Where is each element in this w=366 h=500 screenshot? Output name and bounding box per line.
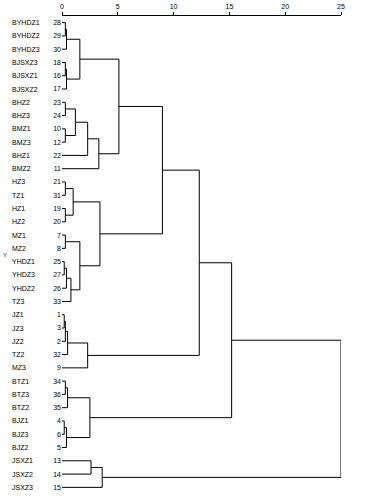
svg-text:JSXZ3: JSXZ3 (12, 484, 33, 491)
svg-text:35: 35 (53, 404, 61, 411)
svg-text:BMZ2: BMZ2 (12, 165, 31, 172)
svg-text:BJZ1: BJZ1 (12, 417, 28, 424)
svg-text:3: 3 (57, 324, 61, 331)
svg-text:BHZ2: BHZ2 (12, 99, 30, 106)
svg-text:1: 1 (57, 311, 61, 318)
svg-text:YHDZ3: YHDZ3 (12, 271, 35, 278)
svg-text:17: 17 (53, 85, 61, 92)
svg-text:JZ2: JZ2 (12, 338, 24, 345)
svg-text:TZ2: TZ2 (12, 351, 25, 358)
svg-text:24: 24 (53, 112, 61, 119)
svg-text:JZ1: JZ1 (12, 311, 24, 318)
svg-text:31: 31 (53, 192, 61, 199)
svg-text:20: 20 (281, 3, 289, 10)
svg-text:14: 14 (53, 471, 61, 478)
svg-text:Y: Y (3, 252, 7, 258)
svg-text:TZ1: TZ1 (12, 192, 25, 199)
svg-text:BJSXZ3: BJSXZ3 (12, 59, 38, 66)
svg-text:YHDZ1: YHDZ1 (12, 258, 35, 265)
svg-text:15: 15 (53, 484, 61, 491)
svg-text:28: 28 (53, 19, 61, 26)
svg-text:22: 22 (53, 152, 61, 159)
svg-text:BMZ3: BMZ3 (12, 139, 31, 146)
svg-text:MZ2: MZ2 (12, 245, 26, 252)
svg-text:18: 18 (53, 59, 61, 66)
svg-text:BTZ1: BTZ1 (12, 378, 29, 385)
svg-text:BMZ1: BMZ1 (12, 125, 31, 132)
svg-text:BJSXZ1: BJSXZ1 (12, 72, 38, 79)
svg-text:9: 9 (57, 364, 61, 371)
svg-text:BHZ1: BHZ1 (12, 152, 30, 159)
svg-text:JSXZ1: JSXZ1 (12, 457, 33, 464)
svg-text:27: 27 (53, 271, 61, 278)
svg-text:6: 6 (57, 431, 61, 438)
svg-text:BJSXZ2: BJSXZ2 (12, 86, 38, 93)
svg-text:JSXZ2: JSXZ2 (12, 471, 33, 478)
svg-text:20: 20 (53, 218, 61, 225)
svg-text:BYHDZ2: BYHDZ2 (12, 32, 40, 39)
svg-text:HZ3: HZ3 (12, 178, 25, 185)
svg-text:BYHDZ1: BYHDZ1 (12, 19, 40, 26)
svg-text:8: 8 (57, 245, 61, 252)
svg-text:BJZ2: BJZ2 (12, 444, 28, 451)
svg-text:26: 26 (53, 285, 61, 292)
svg-text:JZ3: JZ3 (12, 325, 24, 332)
svg-text:34: 34 (53, 378, 61, 385)
svg-text:BHZ3: BHZ3 (12, 112, 30, 119)
svg-text:12: 12 (53, 139, 61, 146)
svg-text:BJZ3: BJZ3 (12, 431, 28, 438)
svg-text:5: 5 (57, 444, 61, 451)
svg-text:25: 25 (337, 3, 345, 10)
svg-text:MZ1: MZ1 (12, 232, 26, 239)
svg-text:4: 4 (57, 417, 61, 424)
svg-text:10: 10 (170, 3, 178, 10)
svg-text:16: 16 (53, 72, 61, 79)
svg-text:33: 33 (53, 298, 61, 305)
svg-text:13: 13 (53, 457, 61, 464)
svg-text:15: 15 (226, 3, 234, 10)
svg-text:BTZ2: BTZ2 (12, 404, 29, 411)
svg-text:BYHDZ3: BYHDZ3 (12, 46, 40, 53)
svg-text:HZ1: HZ1 (12, 205, 25, 212)
svg-text:11: 11 (54, 165, 61, 172)
svg-text:7: 7 (57, 232, 61, 239)
svg-text:30: 30 (53, 46, 61, 53)
svg-text:2: 2 (57, 338, 61, 345)
svg-text:TZ3: TZ3 (12, 298, 25, 305)
svg-text:0: 0 (60, 3, 64, 10)
svg-text:YHDZ2: YHDZ2 (12, 285, 35, 292)
svg-text:32: 32 (53, 351, 61, 358)
svg-text:25: 25 (53, 258, 61, 265)
svg-text:19: 19 (53, 205, 61, 212)
svg-text:5: 5 (116, 3, 120, 10)
svg-text:10: 10 (53, 125, 61, 132)
svg-text:HZ2: HZ2 (12, 218, 25, 225)
svg-text:21: 21 (53, 178, 61, 185)
svg-text:BTZ3: BTZ3 (12, 391, 29, 398)
svg-text:36: 36 (53, 391, 61, 398)
svg-text:23: 23 (53, 99, 61, 106)
svg-text:MZ3: MZ3 (12, 364, 26, 371)
svg-text:29: 29 (53, 32, 61, 39)
